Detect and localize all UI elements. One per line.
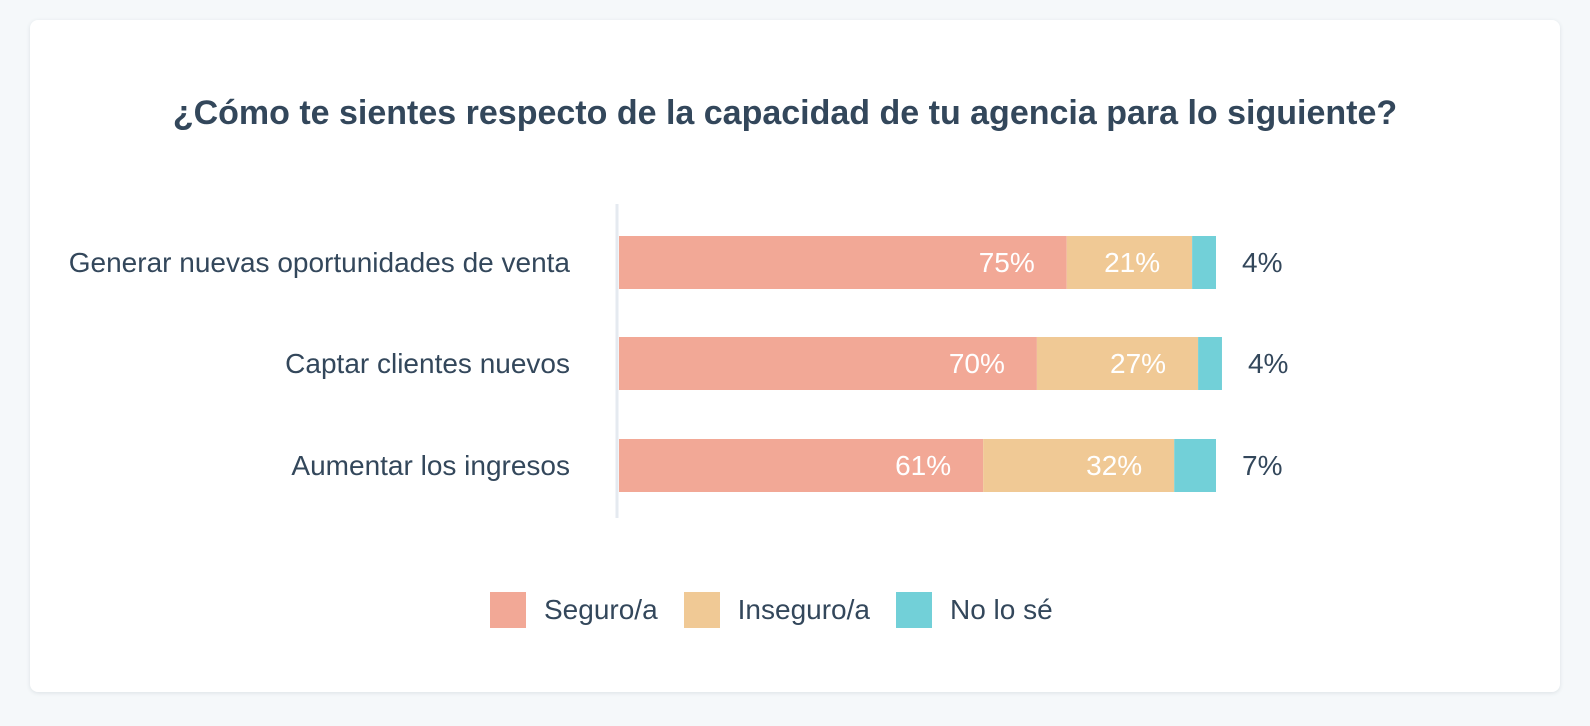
- legend-item-seguro: Seguro/a: [490, 592, 658, 628]
- legend-item-inseguro: Inseguro/a: [683, 592, 870, 628]
- legend-swatch-seguro: [490, 592, 526, 628]
- data-label-no-lo-se-2: 4%: [1248, 348, 1288, 379]
- category-label-captar-clientes-nuevos: Captar clientes nuevos: [285, 348, 570, 379]
- data-label-seguro-a-2: 70%: [949, 348, 1005, 379]
- legend-label-no-lo-se: No lo sé: [949, 594, 1053, 625]
- data-label-seguro-a-1: 75%: [979, 247, 1035, 278]
- bar-segment-no-lo-se-1: [1192, 236, 1216, 289]
- bar-segment-seguro-a-2: [619, 337, 1037, 390]
- bar-segment-seguro-a-3: [619, 439, 984, 492]
- data-label-no-lo-se-1: 4%: [1242, 247, 1282, 278]
- data-label-no-lo-se-3: 7%: [1242, 450, 1282, 481]
- data-label-inseguro-a-1: 21%: [1104, 247, 1160, 278]
- category-label-generar-nuevas-oportunidades-de-venta: Generar nuevas oportunidades de venta: [69, 247, 571, 278]
- bar-segment-inseguro-a-2: [1036, 337, 1199, 390]
- bar-segment-no-lo-se-2: [1198, 337, 1222, 390]
- legend-swatch-no-lo-se: [895, 592, 932, 628]
- chart-title: ¿Cómo te sientes respecto de la capacida…: [172, 94, 1398, 132]
- bar-segment-inseguro-a-1: [1066, 236, 1193, 289]
- bar-segment-seguro-a-1: [619, 236, 1067, 289]
- bar-segment-no-lo-se-3: [1174, 439, 1216, 492]
- data-label-inseguro-a-2: 27%: [1110, 348, 1166, 379]
- data-label-inseguro-a-3: 32%: [1086, 450, 1142, 481]
- bar-segment-inseguro-a-3: [983, 439, 1175, 492]
- bars-group: Generar nuevas oportunidades de venta 75%…: [69, 236, 1288, 492]
- legend: Seguro/a Inseguro/a No lo sé: [490, 592, 1079, 628]
- legend-item-no-lo-se: No lo sé: [895, 592, 1053, 628]
- legend-label-inseguro: Inseguro/a: [737, 594, 870, 625]
- legend-swatch-inseguro: [683, 592, 720, 628]
- category-label-aumentar-los-ingresos: Aumentar los ingresos: [291, 450, 570, 481]
- legend-label-seguro: Seguro/a: [544, 594, 658, 625]
- data-label-seguro-a-3: 61%: [895, 450, 951, 481]
